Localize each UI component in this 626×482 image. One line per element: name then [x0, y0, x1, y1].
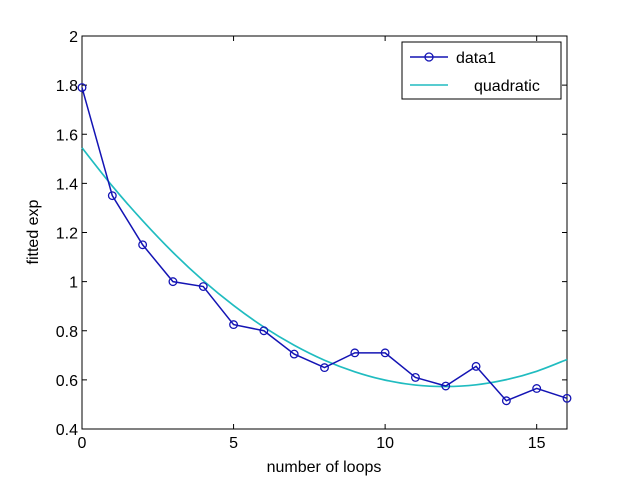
y-tick-label-4: 1.2 — [56, 226, 78, 243]
y-tick-label-6: 1.6 — [56, 127, 78, 144]
data-point-data1-6 — [259, 326, 269, 336]
data-point-data1-14 — [501, 396, 511, 406]
x-tick-label-0: 0 — [78, 435, 87, 452]
data-point-data1-12 — [441, 381, 451, 391]
series-layer — [77, 83, 572, 406]
y-tick-label-2: 0.8 — [56, 324, 78, 341]
legend-box — [401, 41, 562, 100]
y-tick-label-3: 1 — [69, 275, 78, 292]
legend-label-data1: data1 — [456, 50, 496, 67]
data-point-data1-2 — [138, 240, 148, 250]
x-tick-label-2: 10 — [376, 435, 394, 452]
data-point-data1-16 — [562, 393, 572, 403]
data-point-data1-9 — [350, 348, 360, 358]
y-tick-label-8: 2 — [69, 29, 78, 46]
data-point-data1-13 — [471, 361, 481, 371]
y-tick-label-1: 0.6 — [56, 373, 78, 390]
data-point-data1-11 — [410, 372, 420, 382]
x-tick-label-1: 5 — [229, 435, 238, 452]
legend-label-quadratic: quadratic — [474, 78, 540, 95]
data-point-data1-8 — [320, 363, 329, 373]
series-line-quadratic — [81, 147, 568, 388]
data-point-data1-3 — [168, 277, 178, 287]
data-point-data1-15 — [532, 384, 542, 393]
y-tick-labels: 0.4 0.6 0.8 1 1.2 1.4 1.6 1.8 2 — [56, 29, 78, 439]
data-point-data1-0 — [77, 83, 87, 93]
legend-marker-data1 — [424, 52, 434, 62]
x-tick-labels: 0 5 10 15 — [78, 435, 546, 452]
y-tick-label-7: 1.8 — [56, 78, 78, 95]
data-point-data1-5 — [229, 320, 239, 330]
y-tick-label-5: 1.4 — [56, 176, 78, 193]
data-point-data1-10 — [380, 348, 390, 358]
data-point-data1-1 — [107, 191, 117, 201]
axis-ticks — [81, 35, 567, 430]
y-axis-label: fitted exp — [25, 199, 42, 264]
series-line-data1 — [81, 87, 568, 402]
legend: data1 quadratic — [401, 41, 562, 100]
x-tick-label-3: 15 — [528, 435, 546, 452]
x-axis-label: number of loops — [267, 459, 382, 476]
data-point-data1-7 — [289, 349, 299, 359]
data-point-data1-4 — [198, 282, 208, 291]
y-tick-label-0: 0.4 — [56, 422, 78, 439]
